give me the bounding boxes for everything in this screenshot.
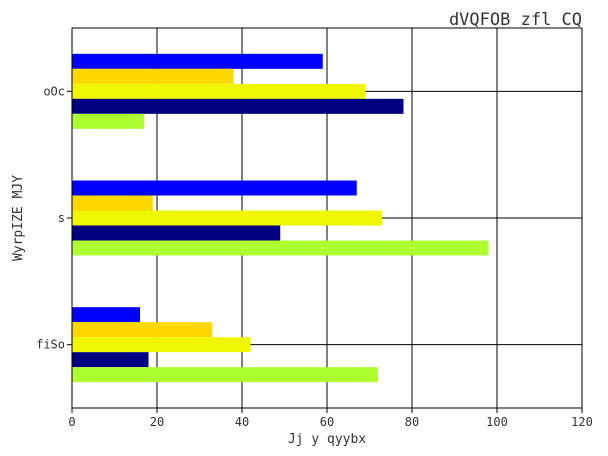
bar-s-series-5 xyxy=(72,240,489,256)
y-tick-label-2: oOc xyxy=(43,84,65,98)
chart-title: dVQFOB zfl CQ xyxy=(449,10,582,30)
bars xyxy=(72,53,489,383)
x-tick-label-5: 100 xyxy=(486,415,508,429)
bar-s-series-2 xyxy=(72,195,153,211)
x-tick-label-2: 40 xyxy=(235,415,249,429)
bar-oOc-series-2 xyxy=(72,68,234,84)
x-tick-label-1: 20 xyxy=(150,415,164,429)
x-tick-label-3: 60 xyxy=(320,415,334,429)
bar-oOc-series-5 xyxy=(72,113,145,129)
bar-fiSo-series-1 xyxy=(72,307,140,323)
bar-fiSo-series-3 xyxy=(72,337,251,353)
y-tick-label-0: fiSo xyxy=(36,338,65,352)
y-axis-ticks: fiSo s oOc xyxy=(36,84,72,352)
x-tick-label-0: 0 xyxy=(68,415,75,429)
bar-fiSo-series-4 xyxy=(72,352,149,368)
bar-s-series-1 xyxy=(72,180,357,196)
bar-fiSo-series-5 xyxy=(72,367,378,383)
bar-oOc-series-4 xyxy=(72,98,404,114)
bar-oOc-series-3 xyxy=(72,83,366,99)
bar-fiSo-series-2 xyxy=(72,322,213,338)
y-tick-label-1: s xyxy=(58,211,65,225)
x-axis-ticks: 0 20 40 60 80 100 120 xyxy=(68,408,593,429)
x-axis-label: Jj y qyybx xyxy=(288,432,366,447)
bar-s-series-3 xyxy=(72,210,383,226)
bar-s-series-4 xyxy=(72,225,281,241)
y-axis-label: WyrpIZE MJY xyxy=(11,175,26,261)
bar-oOc-series-1 xyxy=(72,53,323,69)
x-tick-label-4: 80 xyxy=(405,415,419,429)
x-tick-label-6: 120 xyxy=(571,415,593,429)
